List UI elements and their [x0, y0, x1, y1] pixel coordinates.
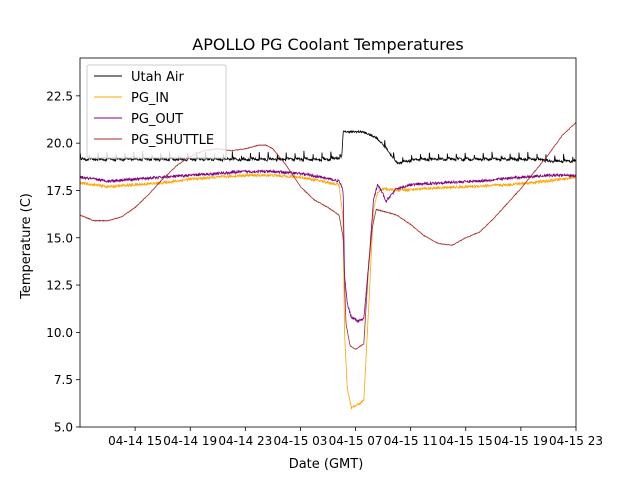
x-tick-label: 04-15 11: [384, 434, 438, 448]
x-tick-label: 04-14 23: [218, 434, 272, 448]
legend: Utah Air PG_IN PG_OUT PG_SHUTTLE: [86, 64, 227, 159]
x-axis-label: Date (GMT): [289, 457, 364, 472]
legend-label: PG_IN: [131, 91, 169, 106]
series-line-pg-shuttle: [80, 122, 576, 351]
y-tick-label: 5.0: [54, 421, 73, 435]
x-tick-label: 04-14 15: [108, 434, 162, 448]
chart-title: APOLLO PG Coolant Temperatures: [192, 35, 463, 54]
y-tick-label: 22.5: [46, 89, 73, 103]
x-tick-label: 04-15 23: [549, 434, 603, 448]
y-tick-label: 17.5: [46, 184, 73, 198]
legend-box: [86, 64, 227, 159]
x-tick-label: 04-15 07: [329, 434, 383, 448]
legend-label: PG_SHUTTLE: [131, 133, 214, 148]
series-line-pg-in: [80, 172, 576, 410]
plot-area: [80, 122, 576, 410]
legend-label: PG_OUT: [131, 112, 183, 127]
x-tick-label: 04-15 15: [439, 434, 493, 448]
y-tick-label: 10.0: [46, 326, 73, 340]
legend-label: Utah Air: [131, 70, 184, 85]
x-tick-label: 04-15 19: [494, 434, 548, 448]
y-tick-label: 12.5: [46, 279, 73, 293]
y-tick-label: 15.0: [46, 231, 73, 245]
series-line-pg-out: [80, 169, 576, 324]
axes-frame: [79, 57, 577, 428]
x-tick-label: 04-14 19: [163, 434, 217, 448]
y-tick-label: 7.5: [54, 373, 73, 387]
y-axis-label: Temperature (C): [19, 193, 34, 300]
y-tick-label: 20.0: [46, 137, 73, 151]
x-tick-label: 04-15 03: [273, 434, 327, 448]
axes: 04-14 15 04-14 19 04-14 23 04-15 03 04-15 07…: [46, 57, 603, 448]
series-line-utah-air: [80, 129, 576, 165]
